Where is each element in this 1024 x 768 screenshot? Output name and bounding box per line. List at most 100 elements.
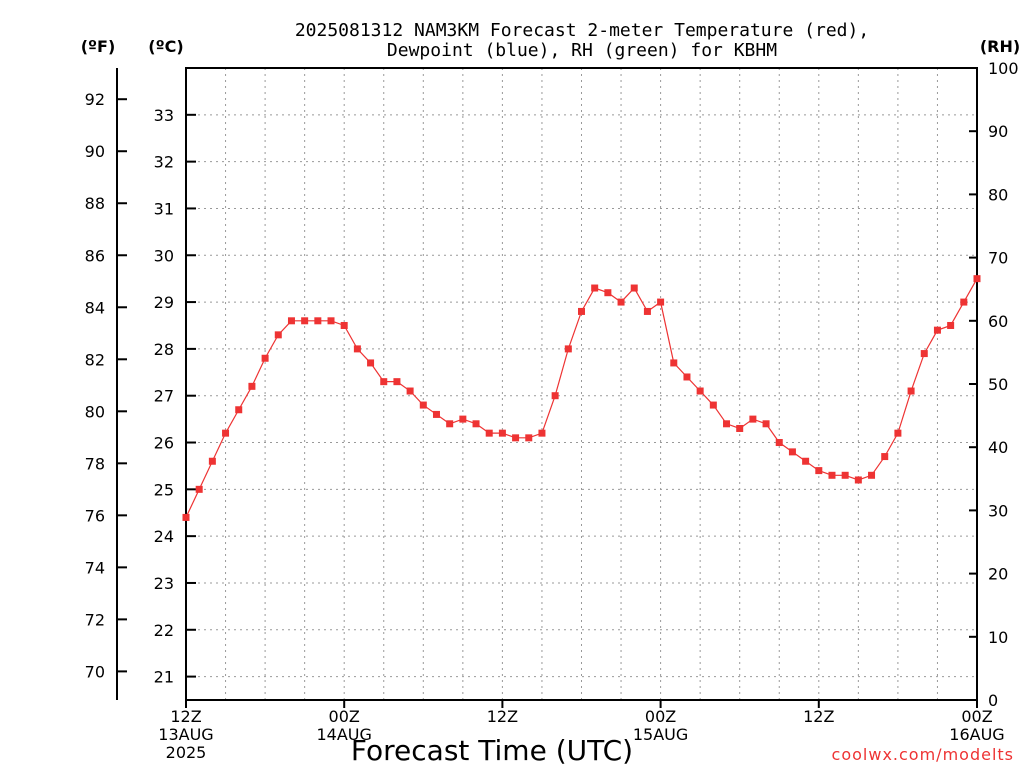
celsius-tick-label: 31 bbox=[154, 199, 174, 218]
temperature-point bbox=[406, 387, 414, 395]
temperature-point bbox=[498, 429, 506, 437]
chart-title-line1: 2025081312 NAM3KM Forecast 2-meter Tempe… bbox=[295, 20, 869, 41]
temperature-point bbox=[551, 392, 559, 400]
x-tick-label: 2025 bbox=[166, 743, 207, 762]
temperature-point bbox=[841, 471, 849, 479]
celsius-tick-label: 33 bbox=[154, 106, 174, 125]
celsius-tick-label: 27 bbox=[154, 387, 174, 406]
temperature-point bbox=[327, 317, 335, 325]
fahrenheit-tick-label: 84 bbox=[85, 298, 105, 317]
temperature-point bbox=[591, 284, 599, 292]
x-tick-label: 00Z bbox=[961, 707, 992, 726]
celsius-tick-label: 26 bbox=[154, 434, 174, 453]
temperature-point bbox=[788, 448, 796, 456]
temperature-point bbox=[235, 406, 243, 414]
temperature-point bbox=[459, 415, 467, 423]
rh-tick-label: 80 bbox=[988, 185, 1008, 204]
grid-lines bbox=[186, 68, 977, 700]
temperature-point bbox=[512, 434, 520, 442]
temperature-point bbox=[894, 429, 902, 437]
x-axis-label: Forecast Time (UTC) bbox=[351, 734, 633, 767]
rh-tick-label: 90 bbox=[988, 122, 1008, 141]
temperature-point bbox=[854, 476, 862, 484]
x-tick-label: 12Z bbox=[487, 707, 518, 726]
temperature-point bbox=[696, 387, 704, 395]
axes bbox=[116, 67, 978, 708]
rh-tick-label: 70 bbox=[988, 249, 1008, 268]
temperature-point bbox=[248, 382, 256, 390]
rh-tick-label: 100 bbox=[988, 59, 1019, 78]
fahrenheit-tick-label: 90 bbox=[85, 142, 105, 161]
temperature-point bbox=[353, 345, 361, 353]
chart-title-line2: Dewpoint (blue), RH (green) for KBHM bbox=[387, 40, 777, 61]
fahrenheit-tick-label: 72 bbox=[85, 610, 105, 629]
temperature-point bbox=[301, 317, 309, 325]
temperature-point bbox=[485, 429, 493, 437]
rh-tick-label: 10 bbox=[988, 628, 1008, 647]
temperature-point bbox=[881, 453, 889, 461]
temperature-point bbox=[762, 420, 770, 428]
fahrenheit-tick-label: 92 bbox=[85, 90, 105, 109]
temperature-point bbox=[670, 359, 678, 367]
temperature-point bbox=[578, 307, 585, 315]
fahrenheit-tick-label: 78 bbox=[85, 454, 105, 473]
celsius-tick-label: 29 bbox=[154, 293, 174, 312]
fahrenheit-tick-label: 70 bbox=[85, 662, 105, 681]
temperature-point bbox=[960, 298, 968, 306]
rh-unit-label: (RH) bbox=[980, 37, 1020, 56]
celsius-tick-label: 22 bbox=[154, 621, 174, 640]
x-tick-label: 15AUG bbox=[633, 725, 688, 744]
temperature-point bbox=[525, 434, 533, 442]
fahrenheit-tick-label: 86 bbox=[85, 246, 105, 265]
temperature-point bbox=[643, 307, 651, 315]
temperature-point bbox=[195, 485, 203, 493]
data-series bbox=[182, 275, 981, 521]
temperature-point bbox=[182, 513, 190, 521]
temperature-point bbox=[287, 317, 295, 325]
temperature-point bbox=[736, 424, 744, 432]
temperature-point bbox=[340, 321, 348, 329]
celsius-tick-label: 30 bbox=[154, 246, 174, 265]
fahrenheit-tick-label: 88 bbox=[85, 194, 105, 213]
temperature-point bbox=[828, 471, 836, 479]
celsius-tick-label: 21 bbox=[154, 668, 174, 687]
temperature-point bbox=[380, 378, 388, 386]
rh-tick-label: 30 bbox=[988, 501, 1008, 520]
x-tick-label: 00Z bbox=[329, 707, 360, 726]
temperature-point bbox=[261, 354, 269, 362]
rh-tick-label: 0 bbox=[988, 691, 998, 710]
fahrenheit-tick-label: 76 bbox=[85, 506, 105, 525]
fahrenheit-tick-label: 82 bbox=[85, 350, 105, 369]
x-tick-label: 14AUG bbox=[316, 725, 371, 744]
temperature-point bbox=[683, 373, 691, 381]
temperature-point bbox=[709, 401, 717, 409]
celsius-tick-label: 24 bbox=[154, 527, 174, 546]
fahrenheit-tick-label: 74 bbox=[85, 558, 105, 577]
temperature-point bbox=[472, 420, 480, 428]
temperature-point bbox=[367, 359, 375, 367]
temperature-point bbox=[314, 317, 322, 325]
temperature-point bbox=[749, 415, 757, 423]
temperature-point bbox=[604, 289, 612, 297]
celsius-tick-label: 25 bbox=[154, 480, 174, 499]
temperature-point bbox=[617, 298, 625, 306]
x-tick-label: 00Z bbox=[645, 707, 676, 726]
tick-labels: 21 22 23 24 25 26 27 28 29 30 31 32 33 70 72 74 76 78 80 82… bbox=[85, 59, 1019, 762]
temperature-point bbox=[973, 275, 981, 283]
temperature-point bbox=[723, 420, 731, 428]
temperature-point bbox=[630, 284, 638, 292]
plot-frame bbox=[185, 67, 978, 701]
x-tick-label: 13AUG bbox=[158, 725, 213, 744]
temperature-point bbox=[274, 331, 282, 339]
temperature-point bbox=[222, 429, 230, 437]
temperature-point bbox=[815, 467, 823, 475]
celsius-tick-label: 32 bbox=[154, 153, 174, 172]
temperature-point bbox=[538, 429, 546, 437]
x-tick-label: 12Z bbox=[803, 707, 834, 726]
temperature-point bbox=[933, 326, 941, 334]
temperature-point bbox=[393, 378, 401, 386]
fahrenheit-tick-label: 80 bbox=[85, 402, 105, 421]
rh-tick-label: 40 bbox=[988, 438, 1008, 457]
